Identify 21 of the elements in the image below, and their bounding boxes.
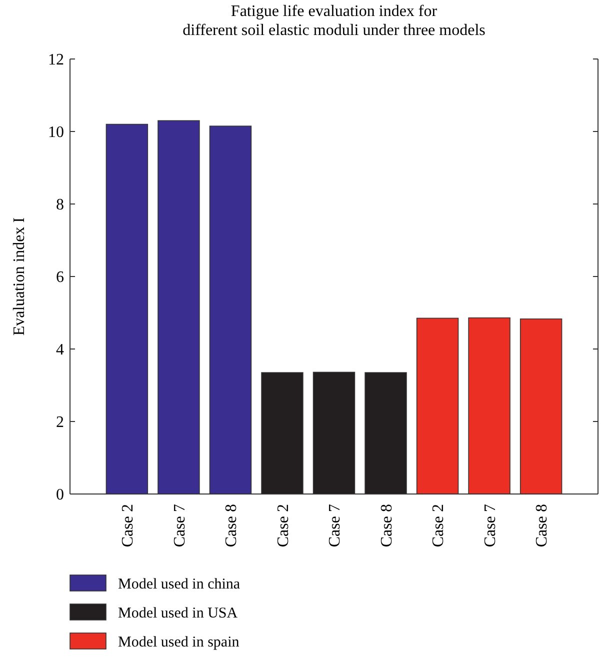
x-tick-label: Case 8 bbox=[534, 504, 551, 548]
y-axis-title: Evaluation index I bbox=[11, 217, 28, 336]
y-tick-label: 8 bbox=[56, 196, 64, 214]
y-tick-label: 12 bbox=[48, 52, 64, 69]
x-tick-label: Case 8 bbox=[223, 504, 240, 548]
x-tick-label: Case 2 bbox=[430, 504, 448, 548]
y-tick-label: 10 bbox=[48, 124, 64, 142]
x-tick-label: Case 7 bbox=[482, 504, 499, 548]
x-tick-label: Case 7 bbox=[326, 504, 344, 548]
y-tick-label: 4 bbox=[56, 342, 64, 359]
x-tick-label: Case 2 bbox=[274, 504, 292, 548]
y-tick-label: 2 bbox=[56, 414, 64, 432]
legend-label: Model used in china bbox=[118, 576, 240, 592]
x-tick-label: Case 8 bbox=[378, 504, 396, 548]
legend-label: Model used in spain bbox=[118, 634, 240, 650]
x-tick-label: Case 7 bbox=[171, 504, 188, 548]
x-tick-label: Case 2 bbox=[120, 504, 137, 548]
y-tick-label: 0 bbox=[56, 486, 64, 504]
y-tick-label: 6 bbox=[56, 269, 64, 286]
chart-title: Fatigue life evaluation index for different soil elastic moduli under three models bbox=[182, 3, 486, 39]
legend-label: Model used in USA bbox=[118, 605, 238, 622]
